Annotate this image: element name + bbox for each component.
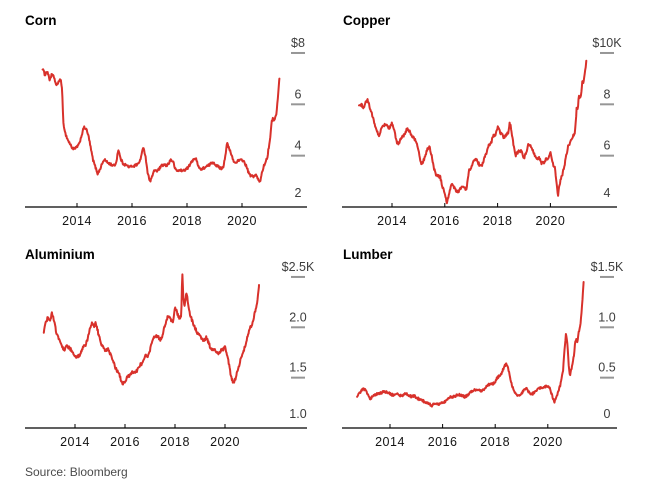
copper-x-tick-label: 2014 bbox=[377, 214, 407, 228]
corn-x-tick-label: 2018 bbox=[172, 214, 202, 228]
copper-x-tick-label: 2018 bbox=[483, 214, 513, 228]
aluminium-y-tick-label: 2.0 bbox=[289, 310, 306, 324]
copper-chart-canvas: Copper 2014 2016 2018 2020 $10K 8 6 4 bbox=[342, 13, 622, 228]
corn-chart-canvas: Corn 2014 2016 2018 2020 $8 6 4 2 bbox=[25, 13, 307, 228]
aluminium-y-tick-label: 1.5 bbox=[289, 361, 306, 375]
aluminium-x-tick-label: 2018 bbox=[160, 435, 190, 449]
corn-x-tick-label: 2020 bbox=[227, 214, 257, 228]
corn-y-tick-label: 4 bbox=[295, 139, 302, 153]
chart-panel-corn: Corn 2014 2016 2018 2020 $8 6 4 2 bbox=[0, 0, 335, 230]
corn-y-tick-label: 6 bbox=[295, 87, 302, 101]
chart-title: Aluminium bbox=[25, 247, 95, 262]
chart-title: Lumber bbox=[343, 247, 393, 262]
aluminium-x-tick-label: 2016 bbox=[110, 435, 140, 449]
lumber-y-tick-label: $1.5K bbox=[591, 260, 624, 274]
copper-x-tick-label: 2016 bbox=[430, 214, 460, 228]
chart-title: Corn bbox=[25, 13, 57, 28]
lumber-y-tick-label: 1.0 bbox=[598, 310, 615, 324]
chart-title: Copper bbox=[343, 13, 391, 28]
source-credit: Source: Bloomberg bbox=[25, 465, 128, 479]
lumber-price-line bbox=[356, 281, 585, 408]
copper-y-tick-label: 4 bbox=[604, 186, 611, 200]
copper-x-tick-label: 2020 bbox=[535, 214, 565, 228]
copper-y-tick-label: 6 bbox=[604, 139, 611, 153]
aluminium-y-tick-label: $2.5K bbox=[282, 260, 315, 274]
lumber-y-tick-label: 0 bbox=[604, 407, 611, 421]
lumber-x-tick-label: 2016 bbox=[428, 435, 458, 449]
aluminium-chart-canvas: Aluminium 2014 2016 2018 2020 $2.5K 2.0 1.5 1.0 bbox=[25, 247, 315, 449]
chart-panel-aluminium: Aluminium 2014 2016 2018 2020 $2.5K 2.0 1.5 1.0 bbox=[0, 230, 335, 449]
chart-panel-lumber: Lumber 2014 2016 2018 2020 $1.5K 1.0 0.5 0 bbox=[335, 230, 671, 449]
lumber-x-tick-label: 2020 bbox=[533, 435, 563, 449]
lumber-x-tick-label: 2018 bbox=[480, 435, 510, 449]
aluminium-y-tick-label: 1.0 bbox=[289, 407, 306, 421]
corn-x-tick-label: 2014 bbox=[62, 214, 92, 228]
corn-y-tick-label: 2 bbox=[295, 186, 302, 200]
lumber-chart-canvas: Lumber 2014 2016 2018 2020 $1.5K 1.0 0.5 0 bbox=[342, 247, 624, 449]
aluminium-price-line bbox=[42, 273, 260, 386]
copper-price-line bbox=[358, 59, 588, 205]
copper-y-tick-label: 8 bbox=[604, 87, 611, 101]
lumber-x-tick-label: 2014 bbox=[375, 435, 405, 449]
aluminium-x-tick-label: 2014 bbox=[60, 435, 90, 449]
lumber-y-tick-label: 0.5 bbox=[598, 361, 615, 375]
aluminium-x-tick-label: 2020 bbox=[210, 435, 240, 449]
chart-panel-copper: Copper 2014 2016 2018 2020 $10K 8 6 4 bbox=[335, 0, 671, 230]
copper-y-tick-label: $10K bbox=[592, 36, 622, 50]
corn-y-tick-label: $8 bbox=[291, 36, 305, 50]
corn-price-line bbox=[41, 68, 281, 183]
corn-x-tick-label: 2016 bbox=[117, 214, 147, 228]
